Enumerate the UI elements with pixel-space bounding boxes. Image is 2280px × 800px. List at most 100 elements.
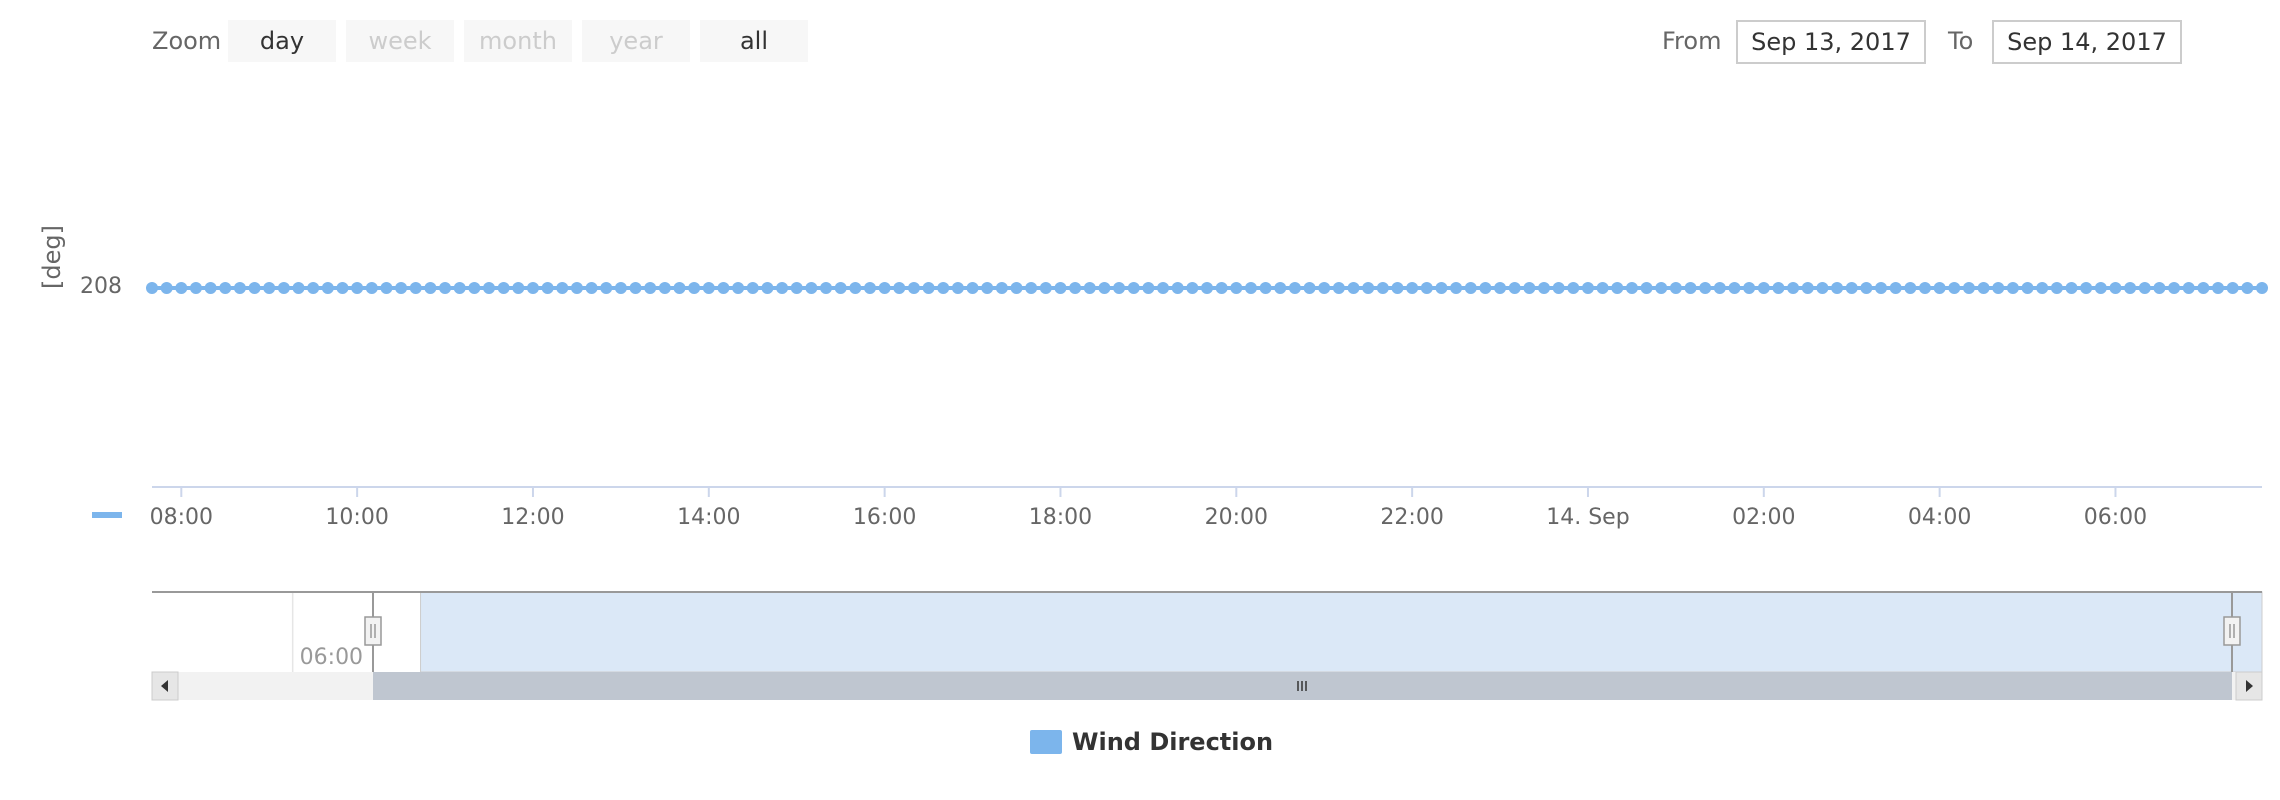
data-point[interactable] [453,282,466,294]
data-point[interactable] [2197,282,2210,294]
data-point[interactable] [409,282,422,294]
data-point[interactable] [175,282,188,294]
data-point[interactable] [1391,282,1404,294]
zoom-all-button[interactable]: all [700,20,808,62]
data-point[interactable] [1728,282,1741,294]
data-point[interactable] [1655,282,1668,294]
data-point[interactable] [2256,282,2268,294]
data-point[interactable] [834,282,847,294]
zoom-year-button[interactable]: year [582,20,690,62]
data-point[interactable] [2168,282,2181,294]
data-point[interactable] [2094,282,2107,294]
from-date-input[interactable]: Sep 13, 2017 [1736,20,1926,64]
data-point[interactable] [1816,282,1829,294]
data-point[interactable] [863,282,876,294]
data-point[interactable] [424,282,437,294]
zoom-month-button[interactable]: month [464,20,572,62]
scrollbar-right-button[interactable] [2235,671,2263,701]
data-point[interactable] [1171,282,1184,294]
data-point[interactable] [1889,282,1902,294]
data-point[interactable] [2182,282,2195,294]
data-point[interactable] [1186,282,1199,294]
scrollbar-left-button[interactable] [151,671,179,701]
data-point[interactable] [966,282,979,294]
data-point[interactable] [688,282,701,294]
data-point[interactable] [644,282,657,294]
data-point[interactable] [1933,282,1946,294]
data-point[interactable] [512,282,525,294]
data-point[interactable] [1948,282,1961,294]
data-point[interactable] [1230,282,1243,294]
data-point[interactable] [1420,282,1433,294]
data-point[interactable] [1450,282,1463,294]
data-point[interactable] [805,282,818,294]
data-point[interactable] [761,282,774,294]
data-point[interactable] [2036,282,2049,294]
data-point[interactable] [233,282,246,294]
data-point[interactable] [1303,282,1316,294]
data-point[interactable] [717,282,730,294]
data-point[interactable] [614,282,627,294]
data-point[interactable] [1069,282,1082,294]
data-point[interactable] [468,282,481,294]
data-point[interactable] [189,282,202,294]
data-point[interactable] [1259,282,1272,294]
data-point[interactable] [439,282,452,294]
data-point[interactable] [1083,282,1096,294]
data-point[interactable] [600,282,613,294]
data-point[interactable] [1376,282,1389,294]
data-point[interactable] [160,282,173,294]
data-point[interactable] [1611,282,1624,294]
data-point[interactable] [1201,282,1213,294]
data-point[interactable] [1347,282,1360,294]
data-point[interactable] [820,282,833,294]
data-point[interactable] [658,282,671,294]
data-point[interactable] [702,282,715,294]
data-point[interactable] [1244,282,1257,294]
data-point[interactable] [1977,282,1990,294]
legend-item-wind-direction[interactable]: Wind Direction [1030,728,1273,756]
data-point[interactable] [937,282,950,294]
data-point[interactable] [1962,282,1975,294]
data-point[interactable] [1787,282,1800,294]
data-point[interactable] [541,282,554,294]
data-point[interactable] [1464,282,1477,294]
data-point[interactable] [2065,282,2078,294]
data-point[interactable] [893,282,906,294]
data-point[interactable] [878,282,891,294]
zoom-week-button[interactable]: week [346,20,454,62]
data-point[interactable] [1362,282,1375,294]
data-point[interactable] [1625,282,1638,294]
data-point[interactable] [790,282,803,294]
data-point[interactable] [1288,282,1301,294]
data-point[interactable] [1054,282,1067,294]
data-point[interactable] [292,282,305,294]
data-point[interactable] [1025,282,1038,294]
data-point[interactable] [995,282,1008,294]
data-point[interactable] [1142,282,1155,294]
data-point[interactable] [1552,282,1565,294]
data-point[interactable] [849,282,862,294]
data-point[interactable] [263,282,276,294]
data-point[interactable] [1127,282,1140,294]
data-point[interactable] [556,282,569,294]
data-point[interactable] [2006,282,2019,294]
data-point[interactable] [732,282,745,294]
data-point[interactable] [2241,282,2254,294]
data-point[interactable] [1508,282,1521,294]
data-point[interactable] [1640,282,1653,294]
data-point[interactable] [776,282,789,294]
data-point[interactable] [365,282,378,294]
data-point[interactable] [585,282,598,294]
to-date-input[interactable]: Sep 14, 2017 [1992,20,2182,64]
data-point[interactable] [146,282,158,294]
data-point[interactable] [629,282,642,294]
data-point[interactable] [1581,282,1594,294]
data-point[interactable] [1157,282,1170,294]
data-point[interactable] [2124,282,2137,294]
data-point[interactable] [307,282,320,294]
data-point[interactable] [1406,282,1419,294]
data-point[interactable] [1010,282,1023,294]
data-point[interactable] [673,282,686,294]
data-point[interactable] [2153,282,2166,294]
